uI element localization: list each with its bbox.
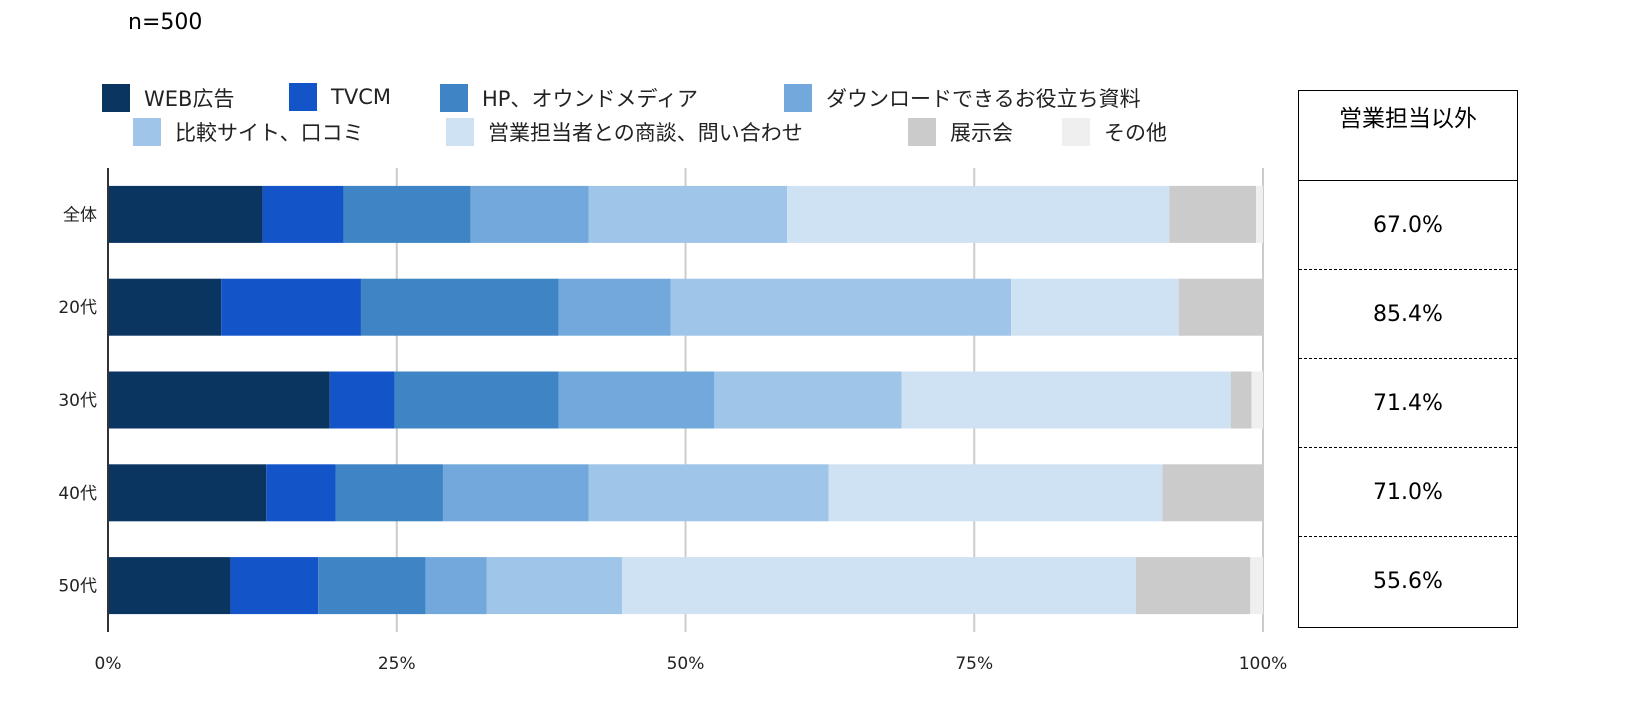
legend-item: TVCM	[289, 83, 391, 111]
bar-segment-6	[1230, 371, 1252, 429]
legend-swatch	[440, 84, 468, 112]
legend-label: WEB広告	[144, 87, 235, 111]
side-table-cell: 85.4%	[1299, 270, 1517, 359]
legend-label: 比較サイト、口コミ	[175, 121, 364, 145]
bar-segment-1	[221, 278, 361, 336]
side-table-cell: 55.6%	[1373, 569, 1443, 594]
legend-swatch	[446, 118, 474, 146]
bar-segment-3	[425, 557, 487, 615]
bar-segment-0	[108, 278, 222, 336]
bar-segment-4	[714, 371, 902, 429]
bar-segment-1	[262, 185, 344, 243]
bar-segment-6	[1135, 557, 1251, 615]
legend-swatch	[133, 118, 161, 146]
bar-segment-4	[588, 464, 829, 522]
side-table-cell: 71.4%	[1299, 359, 1517, 448]
bar-segment-7	[1256, 185, 1263, 243]
side-table-header: 営業担当以外	[1299, 91, 1517, 181]
legend-label: HP、オウンドメディア	[482, 87, 698, 111]
y-category-label: 全体	[63, 205, 97, 225]
bar-segment-5	[828, 464, 1163, 522]
legend-item: その他	[1062, 117, 1167, 147]
side-table: 営業担当以外 67.0% 85.4% 71.4% 71.0% 55.6%	[1298, 90, 1518, 628]
legend-label: ダウンロードできるお役立ち資料	[826, 87, 1141, 111]
x-tick-label: 0%	[95, 654, 122, 674]
side-table-cell: 71.0%	[1299, 448, 1517, 537]
y-category-label: 30代	[58, 391, 97, 411]
legend-swatch	[784, 84, 812, 112]
legend-item: 展示会	[908, 117, 1013, 147]
legend-swatch	[102, 84, 130, 112]
legend-label: その他	[1104, 121, 1167, 145]
bar-segment-6	[1162, 464, 1263, 522]
bar-segment-3	[442, 464, 589, 522]
bar-segment-1	[230, 557, 319, 615]
legend-item: 営業担当者との商談、問い合わせ	[446, 117, 803, 147]
legend-item: WEB広告	[102, 83, 234, 113]
bar-segment-2	[335, 464, 443, 522]
y-category-label: 50代	[58, 577, 97, 597]
bar-segment-6	[1169, 185, 1257, 243]
bar-segment-3	[470, 185, 589, 243]
side-table-cell: 67.0%	[1299, 181, 1517, 270]
legend-label: TVCM	[331, 85, 391, 109]
legend-swatch	[1062, 118, 1090, 146]
x-tick-label: 50%	[667, 654, 705, 674]
y-category-label: 40代	[58, 484, 97, 504]
bar-segment-7	[1250, 557, 1263, 615]
bar-segment-2	[343, 185, 471, 243]
sample-size: n=500	[128, 10, 203, 35]
bar-segment-5	[1011, 278, 1179, 336]
bar-segment-5	[901, 371, 1231, 429]
bar-segment-0	[108, 371, 330, 429]
legend-swatch	[289, 83, 317, 111]
bar-segment-2	[394, 371, 559, 429]
bar-segment-7	[1251, 371, 1263, 429]
bar-segment-4	[588, 185, 788, 243]
bar-segment-3	[558, 278, 671, 336]
legend-swatch	[908, 118, 936, 146]
legend-item: HP、オウンドメディア	[440, 83, 698, 113]
bar-segment-2	[318, 557, 426, 615]
legend-label: 営業担当者との商談、問い合わせ	[488, 121, 803, 145]
bar-segment-1	[266, 464, 336, 522]
bar-segment-2	[360, 278, 559, 336]
bar-segment-0	[108, 185, 263, 243]
bar-segment-0	[108, 557, 231, 615]
bar-segment-5	[621, 557, 1136, 615]
legend-item: 比較サイト、口コミ	[133, 117, 364, 147]
x-tick-label: 100%	[1239, 654, 1288, 674]
bar-segment-4	[486, 557, 622, 615]
y-category-label: 20代	[58, 298, 97, 318]
legend-label: 展示会	[950, 121, 1013, 145]
bar-segment-1	[329, 371, 395, 429]
x-tick-label: 75%	[955, 654, 993, 674]
legend-item: ダウンロードできるお役立ち資料	[784, 83, 1141, 113]
bar-segment-4	[670, 278, 1012, 336]
bar-segment-3	[558, 371, 715, 429]
bar-segment-6	[1178, 278, 1263, 336]
bar-segment-5	[787, 185, 1170, 243]
x-tick-label: 25%	[378, 654, 416, 674]
bar-segment-0	[108, 464, 267, 522]
